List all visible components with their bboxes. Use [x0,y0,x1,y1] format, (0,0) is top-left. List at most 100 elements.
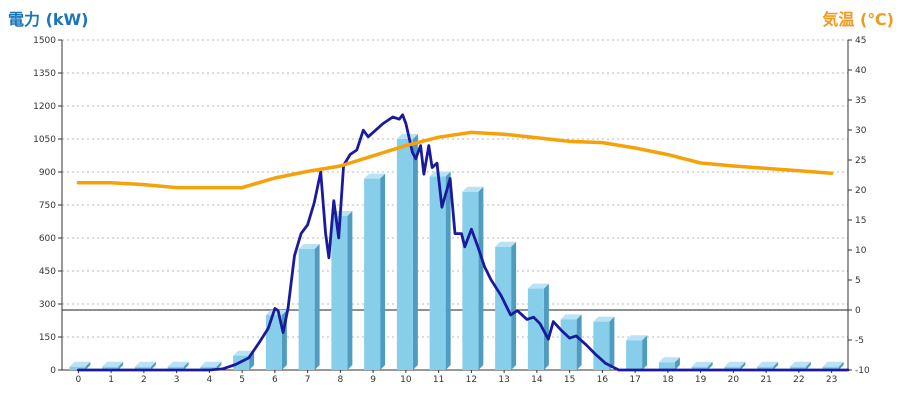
x-tick-label: 9 [370,375,376,385]
bar-side [642,335,648,370]
bar-side [740,361,746,370]
bar [593,321,610,370]
bar-top [691,361,713,367]
bar-top [134,361,156,367]
bar [658,362,675,370]
bar-top [560,314,582,320]
x-tick-label: 18 [662,375,674,385]
temperature-line [76,130,834,190]
bar-top [757,361,779,367]
bar-side [805,361,811,370]
bar [200,366,217,370]
x-tick-label: 13 [498,375,509,385]
right-tick-label: -5 [855,336,864,346]
left-tick-label: 600 [39,234,56,244]
bar [429,176,446,370]
bar-side [838,361,844,370]
x-tick-label: 11 [433,375,444,385]
bar [298,249,315,370]
x-tick-label: 2 [141,375,147,385]
x-tick-label: 23 [826,375,837,385]
bar [265,315,282,370]
x-tick-label: 17 [629,375,640,385]
left-tick-label: 1200 [33,102,56,112]
bar [134,366,151,370]
bar [102,366,119,370]
x-tick-label: 0 [76,375,82,385]
bar [626,340,643,370]
bar-side [118,361,124,370]
x-tick-label: 7 [305,375,311,385]
bar-side [773,361,779,370]
left-tick-label: 300 [39,300,56,310]
right-axis-title: 気温 (℃) [822,10,894,29]
bar-side [609,316,615,370]
bar-top [626,335,648,341]
power-line [77,113,850,372]
bar-top [364,173,386,179]
bar-top [495,241,517,247]
bar-side [380,173,386,370]
bar-top [462,186,484,192]
right-tick-label: 25 [855,156,866,166]
bar-top [822,361,844,367]
right-tick-label: 0 [855,306,861,316]
bar-top [396,134,418,139]
x-tick-label: 14 [531,375,543,385]
bar [364,178,381,370]
bar [527,288,544,370]
left-tick-label: 450 [39,267,56,277]
bar [331,216,348,370]
right-tick-label: 40 [855,66,867,76]
x-tick-label: 4 [207,375,213,385]
bar-top [658,357,680,363]
x-tick-label: 3 [174,375,180,385]
bar-side [511,241,517,370]
x-tick-label: 6 [272,375,278,385]
bar-side [674,357,680,370]
bar-side [85,361,91,370]
bar-side [543,283,549,370]
bar-top [789,361,811,367]
bar-top [527,283,549,289]
x-tick-label: 5 [239,375,245,385]
bar-top [298,244,320,249]
bar [724,366,741,370]
x-tick-label: 10 [400,375,412,385]
bar [757,366,774,370]
x-tick-label: 1 [108,375,114,385]
bar-side [412,134,418,370]
left-tick-label: 1050 [33,135,56,145]
bar-side [314,244,320,370]
bar-side [445,171,451,370]
x-tick-label: 16 [597,375,609,385]
bar-top [69,361,91,367]
bar-top [102,361,124,367]
bar-side [576,314,582,370]
bar-side [707,361,713,370]
bar [789,366,806,370]
x-tick-label: 20 [728,375,740,385]
bar-side [150,361,156,370]
bar [495,246,512,370]
bar [691,366,708,370]
right-tick-label: 5 [855,276,861,286]
bar-top [167,361,189,367]
right-tick-label: 45 [855,36,866,46]
x-tick-label: 19 [695,375,707,385]
x-tick-label: 22 [793,375,804,385]
bar-top [429,171,451,177]
bar-top [724,361,746,367]
bar-top [265,310,287,315]
bar-top [593,316,615,322]
right-tick-label: 10 [855,246,867,256]
left-tick-label: 0 [50,366,56,376]
bar [822,366,839,370]
bar [167,366,184,370]
x-tick-label: 21 [760,375,771,385]
bar [560,319,577,370]
left-tick-label: 900 [39,168,56,178]
bar [462,191,479,370]
